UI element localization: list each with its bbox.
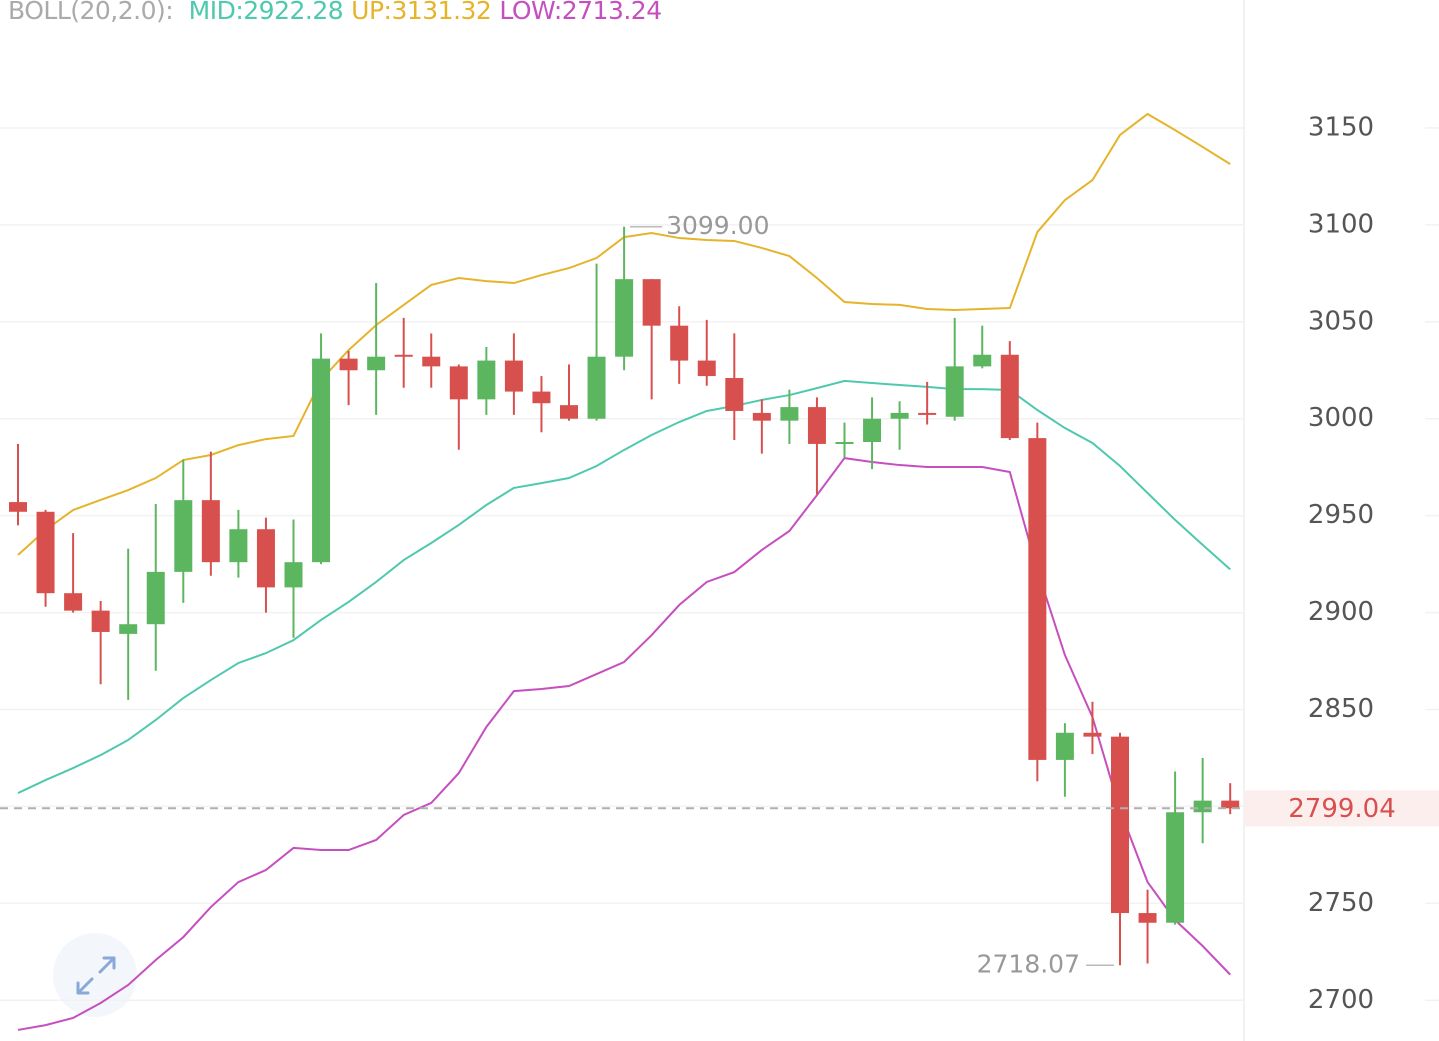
candle-body xyxy=(504,360,523,392)
y-tick-label: 3100 xyxy=(1308,209,1374,239)
y-tick-label: 2850 xyxy=(1308,694,1374,724)
last-price-tag xyxy=(1245,790,1439,827)
candle-body xyxy=(1028,438,1047,760)
candle-body xyxy=(587,356,606,419)
candle-body xyxy=(642,279,661,326)
candle-body xyxy=(394,354,413,357)
candle-body xyxy=(780,407,799,421)
y-tick-label: 2750 xyxy=(1308,888,1374,918)
indicator-label: BOLL(20,2.0): xyxy=(8,0,174,25)
candle-body xyxy=(918,412,937,415)
legend: BOLL(20,2.0): MID:2922.28 UP:3131.32 LOW:2… xyxy=(8,0,670,25)
y-tick-label: 3050 xyxy=(1308,306,1374,336)
candle-body xyxy=(670,325,689,361)
candle-body xyxy=(119,624,138,634)
candle-body xyxy=(339,358,358,371)
candle-body xyxy=(532,391,551,404)
candle-body xyxy=(725,378,744,411)
candle-body xyxy=(973,354,992,367)
band-line xyxy=(17,379,1231,794)
candle-body xyxy=(1221,800,1240,809)
candle-body xyxy=(284,562,303,588)
candle-body xyxy=(1083,732,1102,737)
candle-body xyxy=(1193,800,1212,813)
candle-body xyxy=(945,366,964,417)
candle-body xyxy=(9,502,27,512)
candle-body xyxy=(890,412,909,419)
y-tick-label: 2700 xyxy=(1308,985,1374,1015)
candle-body xyxy=(64,593,83,611)
y-tick-label: 2900 xyxy=(1308,597,1374,627)
candle-body xyxy=(1055,732,1074,760)
candle-body xyxy=(367,356,386,371)
legend-entry: LOW:2713.24 xyxy=(499,0,662,25)
candle-body xyxy=(174,500,193,572)
candle-body xyxy=(449,366,468,400)
candle-body xyxy=(1166,812,1185,923)
candle-body xyxy=(201,500,220,563)
candle-body xyxy=(146,571,165,625)
candle-body xyxy=(312,358,331,563)
candle-body xyxy=(1000,354,1019,439)
candle-body xyxy=(229,529,248,563)
annotation-label: 3099.00 xyxy=(666,211,769,240)
candle-body xyxy=(422,356,441,367)
candle-body xyxy=(256,529,275,588)
last-price-label: 2799.04 xyxy=(1288,794,1396,824)
legend-entry: MID:2922.28 xyxy=(188,0,344,25)
candle-body xyxy=(477,360,496,400)
band-line xyxy=(17,457,1231,1031)
candle-body xyxy=(863,418,882,442)
annotation-label: 2718.07 xyxy=(977,949,1080,978)
candle-body xyxy=(1138,913,1157,923)
y-tick-label: 3150 xyxy=(1308,112,1374,142)
candle-body xyxy=(91,610,110,632)
candle-body xyxy=(752,412,771,421)
expand-button[interactable] xyxy=(53,933,137,1017)
candle-body xyxy=(1111,736,1129,914)
y-tick-label: 3000 xyxy=(1308,403,1374,433)
candle-body xyxy=(560,405,578,419)
candle-body xyxy=(36,511,55,594)
candle-body xyxy=(807,407,826,444)
candle-body xyxy=(615,279,634,357)
candle-body xyxy=(835,441,854,444)
y-tick-label: 2950 xyxy=(1308,500,1374,530)
legend-entry: UP:3131.32 xyxy=(351,0,492,25)
candle-body xyxy=(697,360,716,377)
